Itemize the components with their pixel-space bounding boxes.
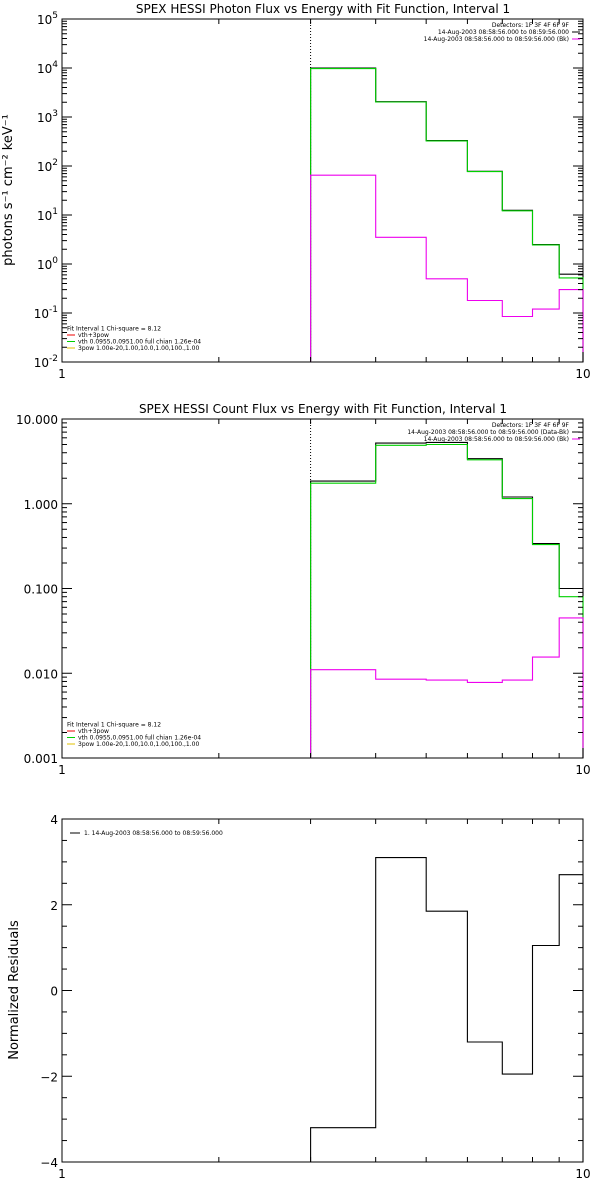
y-tick-label: −2 [40,1070,58,1084]
legend-top-text: 14-Aug-2003 08:58:56.000 to 08:59:56.000… [424,436,569,443]
y-tick-label: 0.100 [24,583,58,597]
y-tick-label: 0 [50,985,58,999]
series-line-data [310,441,584,758]
legend-bottom-text: Fit Interval 1 Chi-square = 8.12 [67,722,161,729]
legend-top-text: 14-Aug-2003 08:58:56.000 to 08:59:56.000… [407,429,569,436]
series-line-model [310,443,584,758]
y-tick-label: 100 [37,256,58,272]
y-tick-label: 101 [37,207,58,223]
legend-bottom-text: vth+3pow [78,728,109,735]
series-line-1-14-aug-2003-08-58-56-000-to-08-59-56-000 [310,857,584,1162]
y-tick-label: 103 [37,109,58,125]
legend-top-text: 1. 14-Aug-2003 08:58:56.000 to 08:59:56.… [84,830,223,837]
y-tick-label: 105 [37,11,58,27]
y-tick-label: 104 [37,60,58,76]
legend-bottom-text: 3pow 1.00e-20,1.00,10.0,1.00,100.,1.00 [78,345,199,352]
legend-bottom-text: vth+3pow [78,332,109,339]
legend-bottom-text: Fit Interval 1 Chi-square = 8.12 [67,326,161,333]
y-tick-label: 2 [50,899,58,913]
ylabel-photon-flux: photons s⁻¹ cm⁻² keV⁻¹ [1,114,16,266]
y-tick-label: 1.000 [24,498,58,512]
legend-bottom-text: vth 0.0955,0.0951.00 full chian 1.26e-04 [78,735,201,742]
legend-bottom-text: vth 0.0955,0.0951.00 full chian 1.26e-04 [78,339,201,346]
legend-top-text: Detectors: 1F 3F 4F 6F 9F [492,22,570,29]
panel-count-flux: SPEX HESSI Count Flux vs Energy with Fit… [16,402,591,777]
x-tick-label: 1 [58,1167,66,1181]
y-tick-label: 0.001 [24,752,58,766]
x-tick-label: 10 [575,1167,590,1181]
series-line-vth-3pow [310,68,584,362]
title-photon-flux: SPEX HESSI Photon Flux vs Energy with Fi… [136,2,510,16]
y-tick-label: 10-1 [34,305,58,321]
panel-residuals: Normalized Residuals 1 10 −4 −2 0 2 4 1. 14-Au… [7,813,591,1181]
legend-bottom-text: 3pow 1.00e-20,1.00,10.0,1.00,100.,1.00 [78,741,199,748]
legend-top-text: 14-Aug-2003 08:58:56.000 to 08:59:56.000… [424,36,569,43]
plot-frame-photon-flux [61,18,584,363]
ylabel-residuals: Normalized Residuals [7,920,22,1060]
plot-frame-count-flux [61,418,584,759]
y-tick-label: 4 [50,813,58,827]
x-tick-label: 1 [58,367,66,381]
plot-frame-residuals [61,818,584,1163]
title-count-flux: SPEX HESSI Count Flux vs Energy with Fit… [139,402,507,416]
y-tick-label: −4 [40,1156,58,1170]
y-tick-label: 102 [37,158,58,174]
x-tick-label: 10 [575,367,590,381]
legend-top-text: 14-Aug-2003 08:58:56.000 to 08:59:56.000 [438,29,569,36]
series-line-data [310,67,584,362]
panel-photon-flux: SPEX HESSI Photon Flux vs Energy with Fi… [1,2,591,381]
y-tick-label: 0.010 [24,667,58,681]
y-tick-label: 10-2 [34,354,58,370]
x-tick-label: 10 [575,763,590,777]
series-line-background [310,617,584,758]
x-tick-label: 1 [58,763,66,777]
series-line-3pow [310,174,584,362]
y-tick-label: 10.000 [16,413,58,427]
legend-top-text: Detectors: 1F 3F 4F 6F 9F [492,422,570,429]
